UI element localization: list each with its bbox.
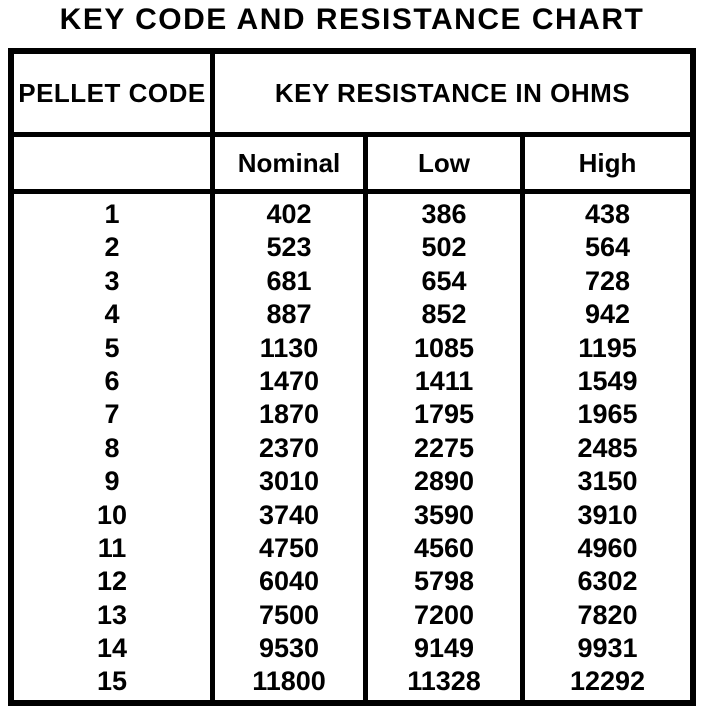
table-cell-code: 4 (104, 299, 120, 330)
column-header-low: Low (368, 137, 520, 189)
table-cell-code: 7 (104, 399, 120, 430)
table-cell-nominal: 4750 (258, 532, 320, 563)
table-cell-nominal: 3740 (258, 499, 320, 530)
table-cell-high: 1965 (577, 399, 638, 430)
table-cell-low: 852 (421, 299, 467, 330)
empty-header-cell (14, 137, 210, 189)
table-cell-low: 386 (421, 199, 467, 229)
table-cell-high: 438 (584, 199, 631, 229)
table-cell-code: 6 (104, 365, 120, 396)
table-cell-nominal: 402 (266, 199, 312, 229)
table-cell-high: 2485 (577, 432, 638, 463)
table-cell-nominal: 1130 (259, 332, 319, 363)
table-cell-low: 2275 (413, 432, 475, 463)
table-cell-low: 1085 (413, 332, 475, 363)
table-cell-code: 1 (104, 199, 120, 229)
table-cell-code: 2 (104, 232, 120, 263)
table-cell-low: 7200 (413, 599, 475, 630)
low-column: 386 502 654 852 1085 1411 1795 2275 2890 3590 4560… (368, 194, 520, 700)
resistance-group-header: KEY RESISTANCE IN OHMS (215, 54, 690, 132)
table-cell-high: 942 (584, 299, 631, 330)
table-cell-code: 5 (104, 332, 120, 363)
table-cell-nominal: 887 (266, 299, 312, 330)
table-cell-low: 1411 (414, 365, 474, 396)
table-cell-nominal: 7500 (258, 599, 320, 630)
table-cell-nominal: 681 (266, 265, 312, 296)
table-cell-low: 9149 (413, 633, 475, 664)
table-cell-code: 3 (104, 265, 120, 296)
table-cell-nominal: 2370 (258, 432, 320, 463)
high-column: 438 564 728 942 1195 1549 1965 2485 3150 3910 4960… (525, 194, 690, 700)
column-header-nominal: Nominal (215, 137, 363, 189)
pellet-code-header: PELLET CODE (14, 54, 210, 132)
resistance-table: PELLET CODE KEY RESISTANCE IN OHMS Nomin… (8, 48, 696, 706)
table-cell-high: 9931 (577, 633, 638, 664)
table-cell-low: 1795 (413, 399, 475, 430)
table-cell-low: 654 (421, 265, 467, 296)
nominal-column: 402 523 681 887 1130 1470 1870 2370 3010 3740 4750… (215, 194, 363, 700)
table-cell-high: 1195 (578, 332, 637, 363)
table-cell-code: 12 (96, 566, 128, 597)
table-cell-high: 3150 (577, 466, 638, 497)
table-cell-nominal: 9530 (258, 633, 320, 664)
table-cell-code: 8 (104, 432, 120, 463)
table-cell-code: 15 (96, 666, 128, 697)
column-header-high: High (525, 137, 690, 189)
table-cell-nominal: 1870 (258, 399, 320, 430)
table-cell-high: 12292 (569, 666, 646, 697)
table-cell-high: 728 (584, 265, 631, 296)
table-cell-code: 13 (96, 599, 128, 630)
table-cell-low: 4560 (413, 532, 475, 563)
table-cell-low: 3590 (413, 499, 475, 530)
chart-title: KEY CODE AND RESISTANCE CHART (59, 3, 645, 36)
table-cell-low: 5798 (413, 566, 475, 597)
table-cell-code: 14 (96, 633, 128, 664)
table-cell-nominal: 3010 (258, 466, 320, 497)
table-cell-nominal: 523 (266, 232, 312, 263)
pellet-code-column: 1 2 3 4 5 6 7 8 9 10 11 12 13 14 15 (14, 194, 210, 700)
table-cell-nominal: 11800 (252, 666, 326, 697)
table-cell-high: 1549 (577, 365, 638, 396)
table-cell-high: 3910 (577, 499, 638, 530)
table-cell-high: 564 (584, 232, 631, 263)
table-cell-high: 7820 (577, 599, 638, 630)
table-cell-code: 10 (96, 499, 128, 530)
table-cell-high: 4960 (577, 532, 638, 563)
table-cell-code: 9 (104, 466, 120, 497)
table-cell-nominal: 6040 (258, 566, 320, 597)
table-cell-low: 2890 (413, 466, 475, 497)
table-cell-code: 11 (97, 532, 127, 563)
table-cell-high: 6302 (577, 566, 638, 597)
table-cell-low: 11328 (407, 666, 481, 697)
table-cell-nominal: 1470 (258, 365, 320, 396)
table-cell-low: 502 (421, 232, 467, 263)
